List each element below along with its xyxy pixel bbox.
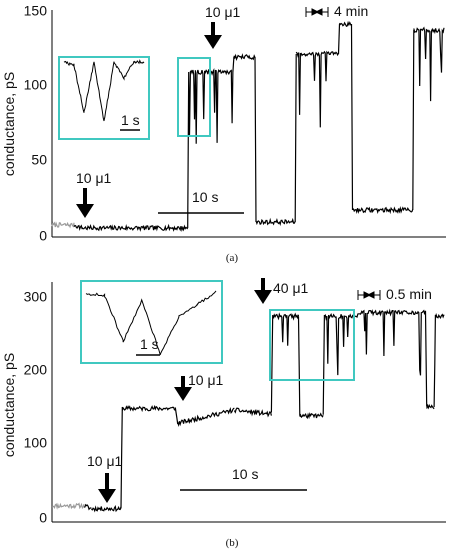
panel-b-timescale-label: 10 s	[232, 466, 258, 482]
panel-a-arrow-2	[204, 22, 222, 49]
panel-a-gap-label: 4 min	[334, 3, 368, 19]
panel-a-y-axis-label: conductance, pS	[1, 72, 17, 176]
panel-b-highlight-box	[269, 309, 355, 381]
panel-a-inset-scale-label: 1 s	[121, 112, 140, 128]
panel-b-gap-marker	[357, 290, 381, 300]
panel-b-arrow-3	[254, 278, 272, 304]
panel-a-caption: (a)	[226, 252, 239, 264]
panel-b-dose-label-1: 10 μ1	[87, 453, 123, 469]
panel-a-trace-grey	[51, 221, 75, 229]
panel-a-ytick-50: 50	[31, 152, 47, 168]
panel-a-ytick-100: 100	[24, 77, 48, 93]
panel-b-ytick-0: 0	[39, 510, 47, 526]
panel-b-y-axis-label: conductance, pS	[1, 353, 17, 457]
panel-b-ytick-200: 200	[24, 362, 48, 378]
panel-b-trace-grey	[51, 502, 85, 510]
panel-b-trace-line	[83, 308, 445, 513]
panel-b-trace	[83, 308, 445, 513]
panel-a-dose-label-2: 10 μ1	[205, 4, 241, 20]
panel-a-ytick-150: 150	[24, 3, 48, 19]
panel-a-inset-box	[58, 56, 150, 140]
panel-b-inset-box	[80, 280, 223, 364]
panel-a: 0 50 100 150 conductance, pS 10 μ1 10 μ1…	[1, 3, 446, 264]
panel-b-dose-label-2: 10 μ1	[188, 372, 224, 388]
panel-a-inset-line	[63, 59, 145, 122]
panel-b: 0 100 200 300 conductance, pS 10 μ1 10 μ…	[1, 278, 446, 549]
panel-a-inset-trace	[63, 59, 145, 122]
panel-a-arrow-1	[76, 188, 94, 218]
panel-a-gap-marker	[305, 7, 329, 17]
panel-a-ytick-0: 0	[39, 228, 47, 244]
panel-b-baseline-line	[51, 502, 85, 510]
panel-a-dose-label-1: 10 μ1	[76, 170, 112, 186]
panel-b-inset-trace	[85, 290, 217, 356]
panel-a-highlight-box	[177, 57, 211, 137]
panel-b-inset-scale-label: 1 s	[140, 336, 159, 352]
panel-b-inset-line	[85, 290, 217, 356]
panel-a-timescale-label: 10 s	[192, 189, 218, 205]
panel-b-arrow-1	[98, 473, 116, 503]
panel-b-dose-label-3: 40 μ1	[273, 280, 309, 296]
panel-b-gap-label: 0.5 min	[386, 286, 432, 302]
panel-b-ytick-300: 300	[24, 289, 48, 305]
panel-b-arrow-2	[174, 376, 192, 401]
panel-a-baseline-line	[51, 221, 75, 229]
panel-b-ytick-100: 100	[24, 435, 48, 451]
panel-b-caption: (b)	[226, 537, 239, 549]
